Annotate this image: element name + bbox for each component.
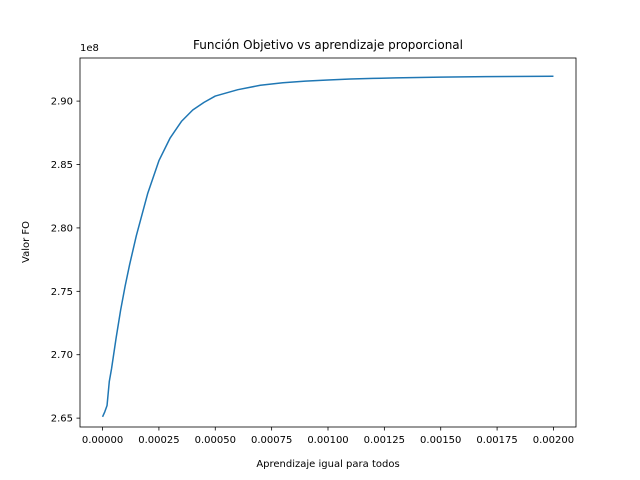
y-offset-label: 1e8 [80, 43, 99, 54]
y-tick-label: 2.75 [51, 287, 73, 298]
y-tick-label: 2.90 [51, 97, 73, 108]
y-axis-label: Valor FO [21, 221, 32, 263]
x-tick-label: 0.00050 [195, 435, 236, 446]
x-axis-label: Aprendizaje igual para todos [256, 459, 399, 470]
x-tick-label: 0.00150 [420, 435, 461, 446]
x-tick-label: 0.00125 [364, 435, 405, 446]
x-tick-label: 0.00100 [307, 435, 348, 446]
series-line-0 [101, 75, 554, 418]
y-tick-label: 2.65 [51, 414, 73, 425]
x-tick-label: 0.00200 [533, 435, 574, 446]
plot-area: 0.00000 0.00025 0.00050 0.00075 0.00100 0.001… [51, 57, 577, 446]
y-tick-label: 2.85 [51, 160, 73, 171]
x-tick-label: 0.00075 [251, 435, 292, 446]
x-tick-label: 0.00175 [476, 435, 517, 446]
chart-title: Función Objetivo vs aprendizaje proporci… [193, 38, 463, 52]
y-tick-label: 2.70 [51, 350, 73, 361]
x-tick-label: 0.00025 [138, 435, 179, 446]
x-tick-label: 0.00000 [82, 435, 123, 446]
y-tick-label: 2.80 [51, 223, 73, 234]
